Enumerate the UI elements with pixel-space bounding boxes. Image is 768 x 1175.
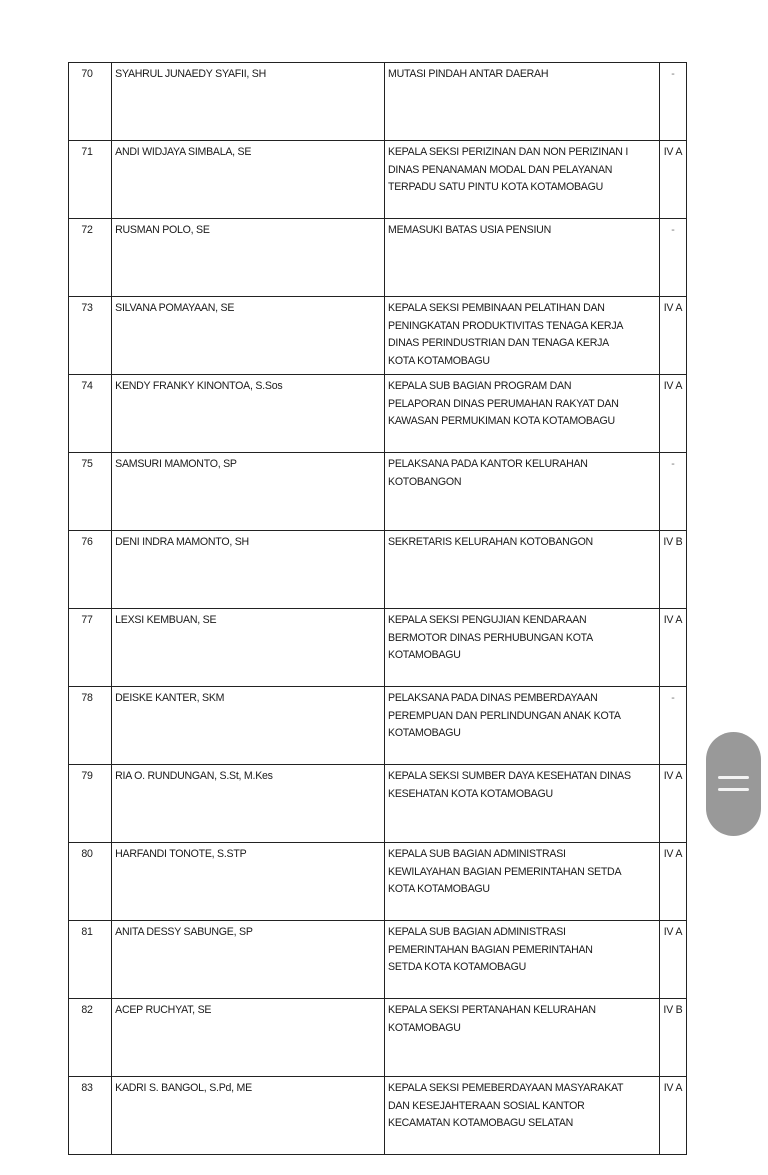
- grade: IV A: [658, 842, 688, 921]
- grade: IV A: [658, 140, 688, 219]
- row-number: 72: [67, 218, 113, 297]
- grade: IV B: [658, 998, 688, 1077]
- row-number: 77: [67, 608, 113, 687]
- table-row: 77 LEXSI KEMBUAN, SE KEPALA SEKSI PENGUJIA…: [67, 608, 688, 687]
- row-number: 81: [67, 920, 113, 999]
- table-row: 76 DENI INDRA MAMONTO, SH SEKRETARIS KELUR…: [67, 530, 688, 609]
- grade: IV A: [658, 608, 688, 687]
- table-row: 74 KENDY FRANKY KINONTOA, S.Sos KEPALA SUB…: [67, 374, 688, 453]
- table-row: 72 RUSMAN POLO, SE MEMASUKI BATAS USIA PEN…: [67, 218, 688, 297]
- table-body: 70 SYAHRUL JUNAEDY SYAFII, SH MUTASI PINDA…: [67, 62, 688, 1155]
- table-row: 78 DEISKE KANTER, SKM PELAKSANA PADA DINAS…: [67, 686, 688, 765]
- grade: -: [658, 218, 688, 297]
- employee-name: KENDY FRANKY KINONTOA, S.Sos: [111, 374, 385, 453]
- position-description: KEPALA SUB BAGIAN PROGRAM DAN PELAPORAN …: [384, 374, 660, 453]
- employee-name: RUSMAN POLO, SE: [111, 218, 385, 297]
- grade: IV A: [658, 296, 688, 375]
- employee-name: RIA O. RUNDUNGAN, S.St, M.Kes: [111, 764, 385, 843]
- employee-name: SAMSURI MAMONTO, SP: [111, 452, 385, 531]
- row-number: 79: [67, 764, 113, 843]
- employee-name: DENI INDRA MAMONTO, SH: [111, 530, 385, 609]
- row-number: 75: [67, 452, 113, 531]
- table-row: 80 HARFANDI TONOTE, S.STP KEPALA SUB BAGIA…: [67, 842, 688, 921]
- row-number: 78: [67, 686, 113, 765]
- row-number: 80: [67, 842, 113, 921]
- position-description: SEKRETARIS KELURAHAN KOTOBANGON: [384, 530, 660, 609]
- row-number: 70: [67, 62, 113, 141]
- employee-name: ANDI WIDJAYA SIMBALA, SE: [111, 140, 385, 219]
- employee-name: KADRI S. BANGOL, S.Pd, ME: [111, 1076, 385, 1155]
- table-row: 82 ACEP RUCHYAT, SE KEPALA SEKSI PERTANAHA…: [67, 998, 688, 1077]
- position-description: KEPALA SEKSI PENGUJIAN KENDARAAN BERMOTO…: [384, 608, 660, 687]
- position-description: KEPALA SEKSI PEMEBERDAYAAN MASYARAKAT DA…: [384, 1076, 660, 1155]
- row-number: 76: [67, 530, 113, 609]
- table-row: 79 RIA O. RUNDUNGAN, S.St, M.Kes KEPALA SE…: [67, 764, 688, 843]
- table-row: 73 SILVANA POMAYAAN, SE KEPALA SEKSI PEMBI…: [67, 296, 688, 375]
- table-row: 70 SYAHRUL JUNAEDY SYAFII, SH MUTASI PINDA…: [67, 62, 688, 141]
- position-description: KEPALA SUB BAGIAN ADMINISTRASI PEMERINTA…: [384, 920, 660, 999]
- employee-name: HARFANDI TONOTE, S.STP: [111, 842, 385, 921]
- position-description: KEPALA SUB BAGIAN ADMINISTRASI KEWILAYAH…: [384, 842, 660, 921]
- employee-name: ACEP RUCHYAT, SE: [111, 998, 385, 1077]
- grade: IV A: [658, 1076, 688, 1155]
- employee-name: SYAHRUL JUNAEDY SYAFII, SH: [111, 62, 385, 141]
- position-description: PELAKSANA PADA DINAS PEMBERDAYAAN PEREMP…: [384, 686, 660, 765]
- table-row: 83 KADRI S. BANGOL, S.Pd, ME KEPALA SEKSI …: [67, 1076, 688, 1155]
- position-description: KEPALA SEKSI SUMBER DAYA KESEHATAN DINAS…: [384, 764, 660, 843]
- grade: IV A: [658, 374, 688, 453]
- position-description: KEPALA SEKSI PERTANAHAN KELURAHAN KOTAMO…: [384, 998, 660, 1077]
- drag-handle-icon: [718, 776, 749, 779]
- employee-name: LEXSI KEMBUAN, SE: [111, 608, 385, 687]
- row-number: 82: [67, 998, 113, 1077]
- position-description: MUTASI PINDAH ANTAR DAERAH: [384, 62, 660, 141]
- grade: -: [658, 686, 688, 765]
- row-number: 73: [67, 296, 113, 375]
- employee-name: SILVANA POMAYAAN, SE: [111, 296, 385, 375]
- position-description: MEMASUKI BATAS USIA PENSIUN: [384, 218, 660, 297]
- grade: IV B: [658, 530, 688, 609]
- personnel-table: 70 SYAHRUL JUNAEDY SYAFII, SH MUTASI PINDA…: [67, 62, 688, 1155]
- fast-scroll-handle[interactable]: [706, 732, 761, 836]
- row-number: 83: [67, 1076, 113, 1155]
- grade: -: [658, 452, 688, 531]
- grade: IV A: [658, 920, 688, 999]
- employee-name: ANITA DESSY SABUNGE, SP: [111, 920, 385, 999]
- position-description: PELAKSANA PADA KANTOR KELURAHAN KOTOBANG…: [384, 452, 660, 531]
- table-row: 71 ANDI WIDJAYA SIMBALA, SE KEPALA SEKSI P…: [67, 140, 688, 219]
- employee-name: DEISKE KANTER, SKM: [111, 686, 385, 765]
- position-description: KEPALA SEKSI PEMBINAAN PELATIHAN DAN PEN…: [384, 296, 660, 375]
- row-number: 74: [67, 374, 113, 453]
- table-row: 81 ANITA DESSY SABUNGE, SP KEPALA SUB BAGI…: [67, 920, 688, 999]
- drag-handle-icon: [718, 788, 749, 791]
- grade: -: [658, 62, 688, 141]
- table-row: 75 SAMSURI MAMONTO, SP PELAKSANA PADA KANT…: [67, 452, 688, 531]
- position-description: KEPALA SEKSI PERIZINAN DAN NON PERIZINAN…: [384, 140, 660, 219]
- grade: IV A: [658, 764, 688, 843]
- row-number: 71: [67, 140, 113, 219]
